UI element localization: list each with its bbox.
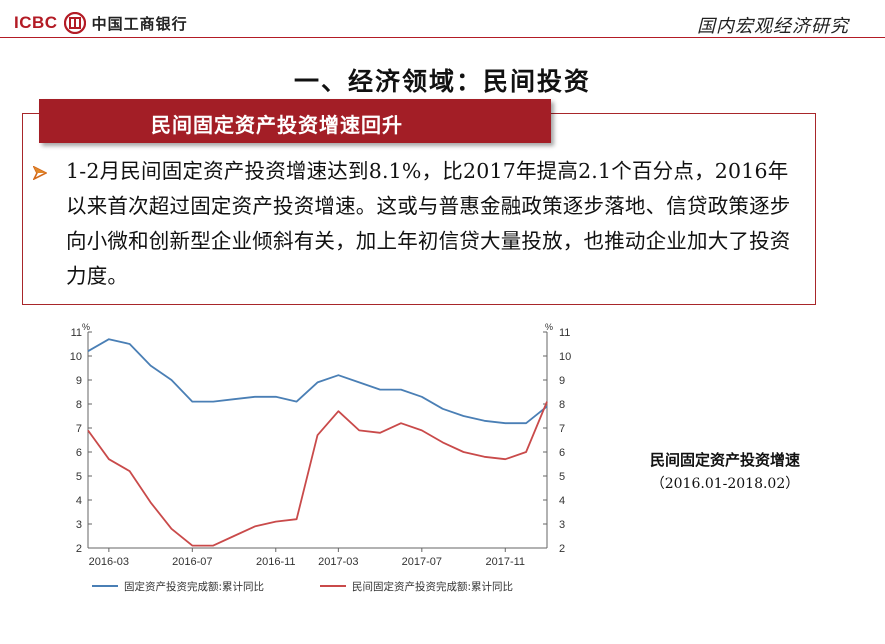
x-tick-label: 2017-07	[402, 556, 442, 568]
right-tick-label: 10	[559, 351, 571, 363]
right-tick-label: 3	[559, 519, 565, 531]
legend-label: 固定资产投资完成额:累计同比	[124, 580, 264, 593]
line-chart: 2 3 4 5 6 7 8 9 10 11 2 3 4 5 6 7 8 9 10 11%% 2016-03 2016-07…	[40, 318, 585, 606]
x-tick-label: 2017-11	[485, 556, 525, 568]
left-tick-label: 4	[76, 495, 82, 507]
right-tick-label: 5	[559, 471, 565, 483]
icbc-seal-icon	[63, 12, 86, 34]
bullet-paragraph: 1-2月民间固定资产投资增速达到8.1%，比2017年提高2.1个百分点，201…	[66, 159, 791, 288]
right-tick-label: 6	[559, 447, 565, 459]
series-line-2	[87, 401, 548, 547]
bank-logo: ICBC 中国工商银行	[14, 12, 188, 34]
bullet-arrow-icon	[33, 166, 47, 180]
header: ICBC 中国工商银行 国内宏观经济研究	[0, 0, 885, 40]
chart-caption-period: （2016.01-2018.02）	[650, 476, 800, 492]
left-tick-label: 6	[76, 447, 82, 459]
right-tick-label: 4	[559, 495, 565, 507]
legend-label: 民间固定资产投资完成额:累计同比	[352, 580, 513, 593]
logo-latin-text: ICBC	[14, 13, 58, 32]
section-banner: 民间固定资产投资增速回升	[39, 99, 551, 143]
left-tick-label: 10	[70, 351, 82, 363]
left-tick-label: 11	[71, 327, 82, 339]
left-tick-label: 7	[76, 423, 82, 435]
x-tick-label: 2017-03	[318, 556, 358, 568]
banner-text: 民间固定资产投资增速回升	[151, 113, 403, 137]
page-title: 一、经济领域：民间投资	[293, 67, 591, 96]
report-series-title: 国内宏观经济研究	[697, 16, 849, 37]
right-unit-label: %	[545, 322, 553, 332]
left-tick-label: 3	[76, 519, 82, 531]
left-tick-label: 2	[76, 543, 82, 555]
right-tick-label: 7	[559, 423, 565, 435]
series-line-1	[87, 338, 548, 425]
left-tick-label: 8	[76, 399, 82, 411]
right-tick-label: 9	[559, 375, 565, 387]
x-tick-label: 2016-07	[172, 556, 212, 568]
header-divider	[0, 37, 885, 38]
logo-cn-text: 中国工商银行	[91, 14, 188, 33]
chart-caption-title: 民间固定资产投资增速	[649, 451, 800, 469]
left-tick-label: 5	[76, 471, 82, 483]
right-tick-label: 11	[559, 327, 570, 339]
x-tick-label: 2016-11	[256, 556, 296, 568]
left-unit-label: %	[82, 322, 90, 332]
right-tick-label: 2	[559, 543, 565, 555]
left-tick-label: 9	[76, 375, 82, 387]
x-tick-label: 2016-03	[89, 556, 129, 568]
chart-svg: 2 3 4 5 6 7 8 9 10 11 2 3 4 5 6 7 8 9 10 11% % 2016-03 2016-07…	[70, 322, 572, 593]
right-tick-label: 8	[559, 399, 565, 411]
